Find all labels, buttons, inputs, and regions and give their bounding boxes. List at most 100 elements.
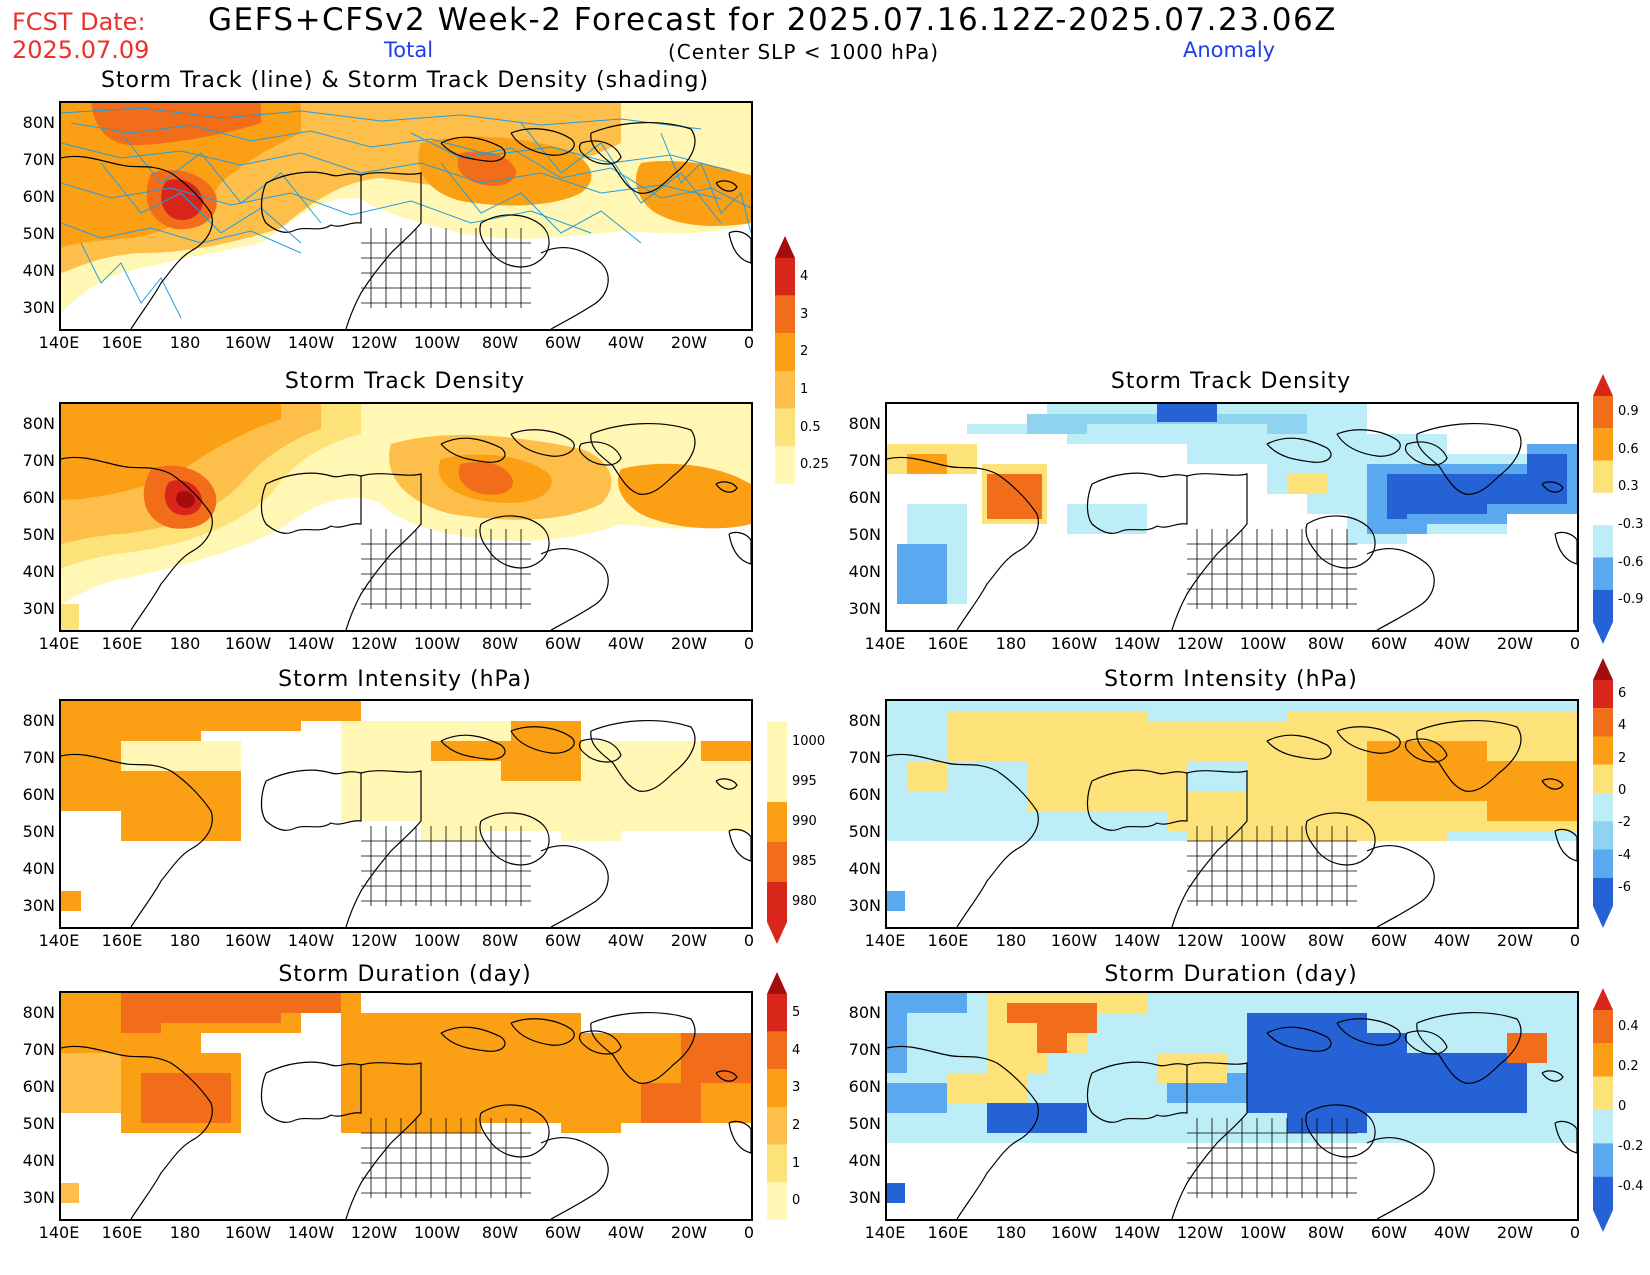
m2-field: [61, 404, 751, 630]
lon-label: 0: [1569, 931, 1581, 950]
lon-label: 100W: [1239, 931, 1287, 950]
lon-label: 0: [1569, 634, 1581, 653]
lat-label: 30N: [22, 298, 55, 317]
lon-label: 80W: [481, 333, 519, 352]
lon-label: 80W: [481, 931, 519, 950]
lon-label: 160E: [101, 1223, 143, 1242]
lon-label: 180: [169, 1223, 201, 1242]
panel-title-density-total: Storm Track Density: [284, 369, 526, 394]
lon-label: 120W: [1176, 634, 1224, 653]
lat-label: 30N: [22, 1188, 55, 1207]
panel-title-density-anom: Storm Track Density: [1110, 369, 1352, 394]
lon-label: 100W: [413, 1223, 461, 1242]
lon-label: 20W: [1496, 1223, 1534, 1242]
intensity-total-tick: 990: [792, 814, 817, 829]
m4-field: [61, 701, 751, 927]
lon-label: 160W: [224, 1223, 272, 1242]
lon-label: 60W: [544, 333, 582, 352]
fcst-date-value: 2025.07.09: [12, 36, 150, 64]
lon-label: 140W: [1113, 1223, 1161, 1242]
lon-label: 120W: [350, 931, 398, 950]
lon-label: 0: [743, 634, 755, 653]
lat-label: 40N: [848, 1151, 881, 1170]
lon-label: 60W: [544, 931, 582, 950]
duration-anom-colorbar: [1593, 988, 1613, 1232]
lon-label: 80W: [481, 634, 519, 653]
duration-total-tick: 0: [792, 1193, 801, 1209]
lon-label: 140W: [287, 1223, 335, 1242]
lat-label: 70N: [22, 1040, 55, 1059]
lat-label: 60N: [848, 1077, 881, 1096]
main-title: GEFS+CFSv2 Week-2 Forecast for 2025.07.1…: [208, 2, 1337, 38]
lon-label: 160W: [224, 634, 272, 653]
density-anom-tick: 0.3: [1618, 479, 1639, 495]
lat-label: 40N: [22, 562, 55, 581]
lon-label: 160W: [1050, 634, 1098, 653]
lon-label: 180: [995, 931, 1027, 950]
density-anom-tick: -0.3: [1618, 517, 1644, 533]
lon-label: 140E: [38, 931, 80, 950]
lon-label: 140W: [287, 634, 335, 653]
lon-label: 120W: [1176, 931, 1224, 950]
intensity-total-tick: 1000: [792, 734, 826, 749]
lat-label: 70N: [22, 150, 55, 169]
lon-label: 40W: [607, 1223, 645, 1242]
lat-label: 30N: [22, 599, 55, 618]
lon-label: 40W: [1433, 1223, 1471, 1242]
intensity-anom-tick: 6: [1618, 686, 1627, 702]
m1-field: [61, 103, 751, 329]
lat-label: 80N: [22, 414, 55, 433]
intensity-anom-tick: -6: [1618, 879, 1631, 895]
duration-total-tick: 4: [792, 1042, 801, 1058]
duration-total-tick: 2: [792, 1117, 801, 1133]
lat-label: 40N: [848, 859, 881, 878]
lon-label: 160E: [927, 1223, 969, 1242]
density-total-tick: 1: [800, 381, 809, 397]
lat-label: 70N: [22, 451, 55, 470]
lat-label: 50N: [22, 822, 55, 841]
lon-label: 120W: [350, 333, 398, 352]
m7-field: [887, 993, 1577, 1219]
lon-label: 60W: [544, 1223, 582, 1242]
density-anom-tick: 0.6: [1618, 441, 1639, 457]
subtitle: (Center SLP < 1000 hPa): [668, 40, 939, 64]
intensity-anom-tick: 0: [1618, 782, 1627, 798]
intensity-anom-colorbar: [1593, 658, 1613, 928]
lon-label: 100W: [1239, 634, 1287, 653]
m3-field: [887, 404, 1577, 630]
lat-label: 70N: [848, 1040, 881, 1059]
map-duration-anom: [885, 991, 1579, 1221]
lon-label: 140E: [38, 1223, 80, 1242]
map-density-total: [59, 402, 753, 632]
lon-label: 140W: [1113, 634, 1161, 653]
intensity-anom-tick: -4: [1618, 847, 1631, 863]
intensity-anom-tick: -2: [1618, 815, 1631, 831]
density-total-tick: 0.5: [800, 419, 821, 435]
lon-label: 40W: [607, 634, 645, 653]
intensity-total-tick: 980: [792, 894, 817, 909]
lat-label: 70N: [22, 748, 55, 767]
lon-label: 60W: [1370, 1223, 1408, 1242]
lon-label: 140E: [864, 1223, 906, 1242]
lon-label: 20W: [1496, 634, 1534, 653]
lat-label: 40N: [22, 261, 55, 280]
lon-label: 80W: [1307, 931, 1345, 950]
intensity-total-tick: 995: [792, 774, 817, 789]
lon-label: 60W: [1370, 931, 1408, 950]
intensity-total-tick: 985: [792, 854, 817, 869]
lat-label: 30N: [848, 1188, 881, 1207]
duration-anom-tick: 0.2: [1618, 1058, 1639, 1074]
intensity-total-colorbar: [767, 722, 787, 944]
lon-label: 160W: [1050, 1223, 1098, 1242]
m5-field: [887, 701, 1577, 927]
duration-anom-tick: -0.2: [1618, 1138, 1644, 1154]
lat-label: 70N: [848, 451, 881, 470]
lon-label: 160W: [224, 931, 272, 950]
map-density-anom: [885, 402, 1579, 632]
lat-label: 30N: [848, 896, 881, 915]
duration-total-tick: 3: [792, 1080, 801, 1096]
lat-label: 60N: [22, 1077, 55, 1096]
fcst-date-label: FCST Date:: [12, 8, 146, 36]
lon-label: 0: [1569, 1223, 1581, 1242]
lon-label: 60W: [1370, 634, 1408, 653]
